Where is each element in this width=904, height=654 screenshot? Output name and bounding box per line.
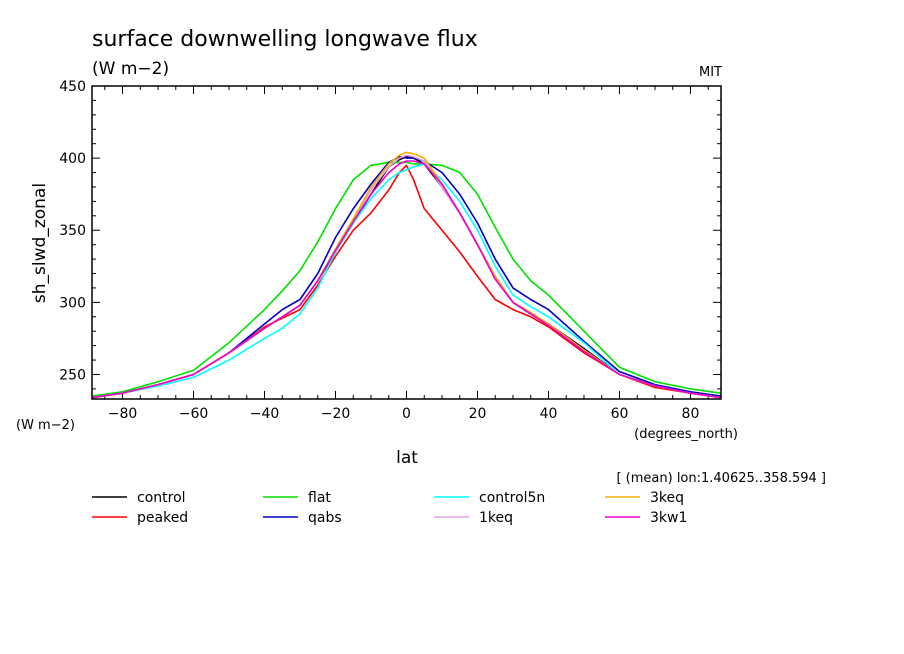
chart-title: surface downwelling longwave flux	[92, 27, 478, 52]
x-tick-label: 60	[611, 406, 629, 422]
x-tick-label: −80	[108, 406, 138, 422]
y-tick-label: 450	[59, 79, 86, 95]
series-line-control	[91, 155, 722, 399]
x-tick-label: 80	[682, 406, 700, 422]
x-tick-label: −60	[179, 406, 209, 422]
institution-label: MIT	[699, 65, 722, 80]
y-tick-labels: 250 300 350 400 450	[59, 79, 86, 383]
x-tick-label: 20	[469, 406, 487, 422]
legend-label-qabs: qabs	[308, 510, 342, 526]
x-axis-units: (degrees_north)	[634, 427, 738, 442]
y-tick-label: 250	[59, 367, 86, 383]
y-tick-label: 300	[59, 295, 86, 311]
legend-label-control5n: control5n	[479, 490, 545, 506]
plot-frame	[91, 85, 722, 400]
legend-label-3keq: 3keq	[650, 490, 684, 506]
title-units: (W m−2)	[92, 59, 169, 79]
x-tick-label: 0	[402, 406, 411, 422]
legend-label-flat: flat	[308, 490, 331, 506]
series-line-flat	[91, 161, 722, 397]
legend: control peaked flat qabs control5n 1keq 3keq 3k…	[92, 490, 687, 526]
series-line-3kw1	[91, 160, 722, 399]
x-axis-label: lat	[396, 448, 418, 468]
x-tick-labels: −80 −60 −40 −20 0 20 40 60 80	[108, 406, 700, 422]
series-line-qabs	[91, 155, 722, 399]
series-line-3keq	[91, 151, 722, 399]
y-tick-label: 400	[59, 151, 86, 167]
series-lines	[91, 151, 722, 399]
legend-label-1keq: 1keq	[479, 510, 513, 526]
legend-label-peaked: peaked	[137, 510, 188, 526]
x-tick-label: −40	[250, 406, 280, 422]
series-line-1keq	[91, 154, 722, 399]
legend-label-3kw1: 3kw1	[650, 510, 687, 526]
axis-ticks	[92, 85, 721, 399]
legend-label-control: control	[137, 490, 186, 506]
x-tick-label: −20	[321, 406, 351, 422]
y-tick-label: 350	[59, 223, 86, 239]
subset-note: [ (mean) lon:1.40625..358.594 ]	[616, 471, 826, 486]
series-line-peaked	[91, 164, 722, 399]
y-axis-units: (W m−2)	[16, 418, 75, 433]
x-tick-label: 40	[540, 406, 558, 422]
y-axis-label: sh_slwd_zonal	[30, 183, 50, 303]
series-line-control5n	[91, 163, 722, 399]
